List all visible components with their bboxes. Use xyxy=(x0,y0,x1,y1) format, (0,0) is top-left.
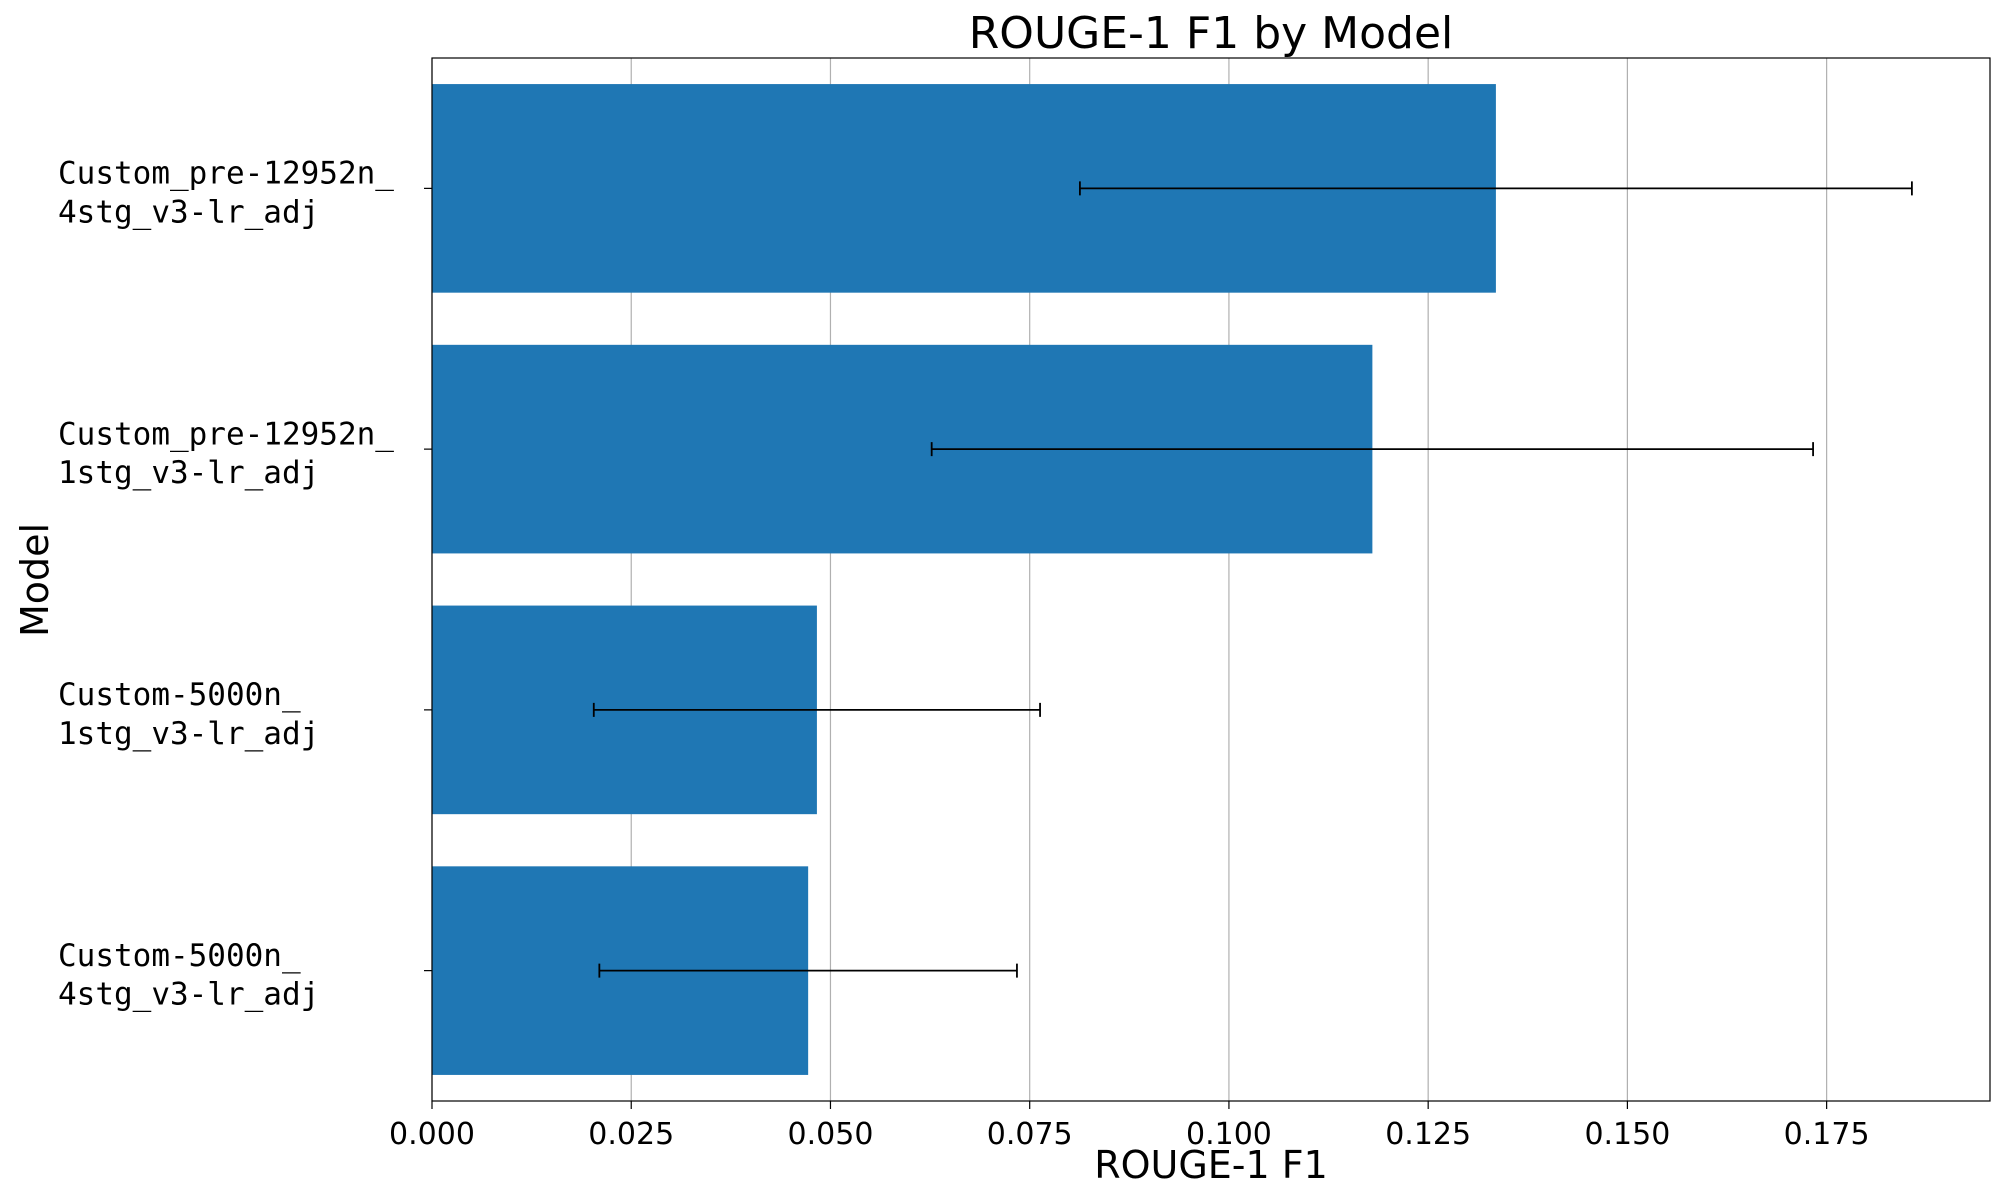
y-tick-label-line: Custom_pre-12952n_ xyxy=(58,416,394,452)
y-tick-label-line: Custom-5000n_ xyxy=(58,677,301,713)
error-bars xyxy=(592,181,1913,978)
y-tick-label-line: 1stg_v3-lr_adj xyxy=(58,455,319,491)
bars xyxy=(432,84,1496,1075)
x-axis-ticks: 0.000 0.025 0.050 0.075 0.100 0.125 0.150 0.175 xyxy=(389,1101,1870,1152)
y-tick-label-line: Custom-5000n_ xyxy=(58,938,301,974)
y-tick-label-line: 4stg_v3-lr_adj xyxy=(58,977,319,1013)
x-axis-title: ROUGE-1 F1 xyxy=(1094,1143,1328,1187)
y-tick-label: Custom-5000n_ 4stg_v3-lr_adj xyxy=(58,938,319,1013)
y-axis-title: Model xyxy=(13,523,57,637)
chart-title: ROUGE-1 F1 by Model xyxy=(969,8,1454,59)
y-tick-label-line: 4stg_v3-lr_adj xyxy=(58,194,319,230)
x-tick-label: 0.075 xyxy=(987,1117,1073,1152)
x-tick-label: 0.175 xyxy=(1784,1117,1870,1152)
x-tick-label: 0.125 xyxy=(1385,1117,1471,1152)
plot-frame xyxy=(431,57,1991,1102)
y-tick-label-line: Custom_pre-12952n_ xyxy=(58,156,394,192)
y-tick-label-line: 1stg_v3-lr_adj xyxy=(58,716,319,752)
x-tick-label: 0.100 xyxy=(1186,1117,1272,1152)
x-tick-label: 0.050 xyxy=(788,1117,874,1152)
x-tick-label: 0.150 xyxy=(1584,1117,1670,1152)
x-tick-label: 0.025 xyxy=(588,1117,674,1152)
y-axis-ticks: Custom_pre-12952n_ 4stg_v3-lr_adjCustom_p… xyxy=(58,156,432,1013)
y-tick-label: Custom-5000n_ 1stg_v3-lr_adj xyxy=(58,677,319,752)
y-tick-label: Custom_pre-12952n_ 4stg_v3-lr_adj xyxy=(58,156,394,231)
x-tick-label: 0.000 xyxy=(389,1117,475,1152)
y-tick-label: Custom_pre-12952n_ 1stg_v3-lr_adj xyxy=(58,416,394,491)
